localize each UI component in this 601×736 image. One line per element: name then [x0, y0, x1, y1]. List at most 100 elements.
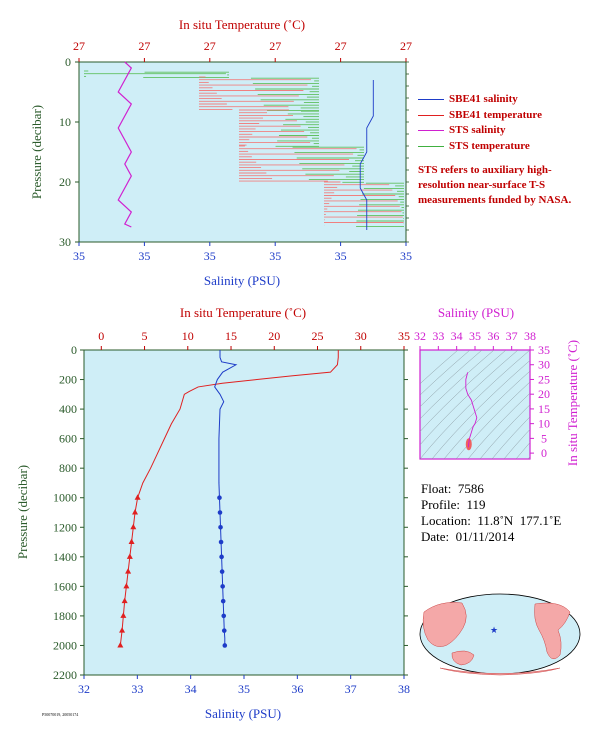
salinity-marker: [220, 584, 225, 589]
ts-curve: [465, 372, 478, 448]
right-axis-tick-label: 35: [538, 343, 550, 357]
y-axis-tick-label: 0: [65, 55, 71, 69]
top-panel-y-axis-label: Pressure (decibar): [29, 105, 44, 199]
map-australia-land: [451, 650, 475, 666]
legend-label: STS salinity: [449, 124, 506, 136]
bottom-panel-top-axis-label: In situ Temperature (˚C): [180, 305, 306, 320]
top-axis-tick-label: 35: [469, 329, 481, 343]
temperature-profile-line: [119, 350, 339, 646]
profile-date: Date: 01/11/2014: [421, 529, 515, 544]
density-contour: [420, 350, 519, 446]
density-contour: [455, 381, 530, 459]
salinity-marker: [218, 539, 224, 545]
right-axis-tick-label: 25: [538, 372, 550, 386]
top-axis-tick-label: 38: [524, 329, 536, 343]
bottom-axis-tick-label: 32: [78, 682, 90, 696]
top-panel-axes: 27 35 27 35 27 35 27 35 27 35 27 35 0 10 20 30: [59, 39, 412, 263]
float-id: Float: 7586: [421, 481, 484, 496]
bottom-axis-tick-label: 33: [131, 682, 143, 696]
top-axis-tick-label: 34: [451, 329, 463, 343]
legend: SBE41 salinity SBE41 temperature STS sal…: [418, 92, 542, 154]
bottom-panel-y-axis-label: Pressure (decibar): [15, 465, 30, 559]
bottom-axis-tick-label: 35: [73, 249, 85, 263]
right-axis-tick-label: 0: [541, 446, 547, 460]
salinity-profile-line: [214, 350, 238, 646]
y-axis-tick-label: 2000: [53, 638, 77, 652]
top-axis-tick-label: 33: [432, 329, 444, 343]
bottom-axis-tick-label: 38: [398, 682, 410, 696]
temperature-marker: [130, 523, 137, 530]
top-axis-tick-label: 27: [269, 39, 281, 53]
right-axis-tick-label: 15: [538, 402, 550, 416]
top-panel-bottom-axis-label: Salinity (PSU): [204, 273, 280, 288]
legend-item: SBE41 salinity: [418, 92, 542, 108]
temperature-marker: [125, 568, 132, 574]
density-contour: [420, 350, 459, 385]
density-contours: [420, 350, 530, 459]
density-contour: [479, 404, 530, 459]
bottom-axis-tick-label: 35: [204, 249, 216, 263]
bottom-panel-axes: 0 5 10 15 20 25 30 35 32 33 34 35 36 37 38 0 200 400 600 80…: [53, 329, 410, 696]
top-panel: 27 35 27 35 27 35 27 35 27 35 27 35 0 10 20 30 In situ …: [29, 17, 412, 288]
y-axis-tick-label: 1000: [53, 491, 77, 505]
density-contour: [420, 350, 483, 408]
bottom-axis-tick-label: 35: [335, 249, 347, 263]
bottom-panel-bottom-axis-label: Salinity (PSU): [205, 706, 281, 721]
temperature-marker: [123, 582, 130, 589]
top-axis-tick-label: 32: [414, 329, 426, 343]
y-axis-tick-label: 1800: [53, 609, 77, 623]
y-axis-tick-label: 2200: [53, 668, 77, 682]
legend-swatch: [418, 145, 444, 147]
bottom-axis-tick-label: 34: [185, 682, 197, 696]
legend-item: STS salinity: [418, 123, 542, 139]
top-axis-tick-label: 30: [355, 329, 367, 343]
y-axis-tick-label: 200: [59, 373, 77, 387]
sts-note: STS refers to auxiliary high-resolution …: [418, 164, 572, 206]
y-axis-tick-label: 800: [59, 461, 77, 475]
top-axis-tick-label: 5: [142, 329, 148, 343]
density-contour: [503, 428, 530, 459]
bottom-axis-tick-label: 37: [345, 682, 357, 696]
top-axis-tick-label: 27: [138, 39, 150, 53]
temperature-marker: [132, 509, 139, 515]
right-axis-tick-label: 5: [541, 431, 547, 445]
salinity-markers: [217, 495, 228, 648]
density-contour: [515, 442, 530, 459]
density-contour: [420, 350, 507, 432]
legend-label: SBE41 temperature: [449, 108, 542, 121]
sts-salinity-line: [117, 61, 133, 228]
bottom-axis-tick-label: 35: [138, 249, 150, 263]
float-info: Float: 7586 Profile: 119 Location: 11.8˚…: [421, 481, 561, 545]
sbe41-salinity-line: [359, 80, 374, 230]
density-contour: [443, 370, 530, 459]
bottom-axis-tick-label: 35: [400, 249, 412, 263]
legend-label: STS temperature: [449, 139, 530, 152]
ts-plot-area: [419, 349, 531, 460]
temperature-markers: [117, 494, 141, 648]
bottom-axis-tick-label: 35: [269, 249, 281, 263]
bottom-axis-tick-label: 36: [291, 682, 303, 696]
float-location: Location: 11.8˚N 177.1˚E: [421, 513, 562, 528]
sts-temperature-series: [84, 70, 404, 227]
density-contour: [420, 350, 471, 396]
y-axis-tick-label: 1200: [53, 520, 77, 534]
y-axis-tick-label: 600: [59, 432, 77, 446]
temperature-marker: [134, 494, 141, 500]
float-location-star-icon: ★: [490, 625, 498, 635]
y-axis-tick-label: 0: [71, 343, 77, 357]
temperature-marker: [128, 538, 135, 545]
top-axis-tick-label: 20: [268, 329, 280, 343]
legend-swatch: [418, 114, 444, 116]
y-axis-tick-label: 400: [59, 402, 77, 416]
map-americas-land: [534, 602, 571, 660]
salinity-marker: [222, 643, 228, 648]
density-contour: [420, 350, 495, 420]
ts-right-axis-label: In situ Temperature (˚C): [565, 340, 580, 466]
legend-swatch: [418, 130, 444, 132]
density-contour: [431, 360, 530, 459]
salinity-marker: [217, 495, 222, 501]
salinity-marker: [221, 628, 227, 633]
